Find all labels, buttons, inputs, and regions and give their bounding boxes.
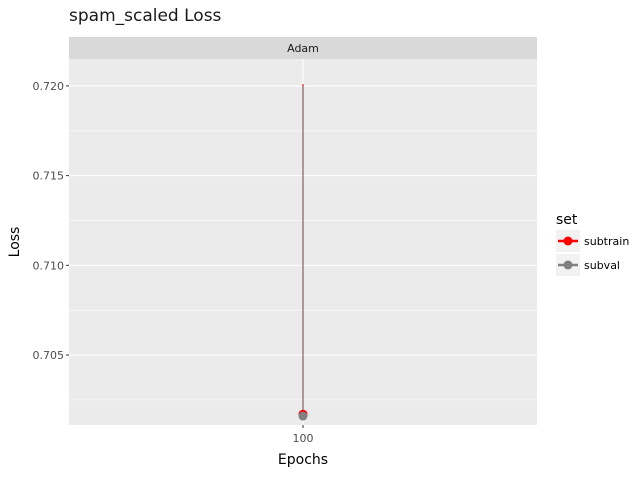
legend-title: set xyxy=(556,212,578,228)
chart-title: spam_scaled Loss xyxy=(69,6,222,26)
y-axis: 0.705 0.710 0.715 0.720 xyxy=(33,80,69,362)
x-tick-label: 100 xyxy=(293,432,314,445)
y-tick-label: 0.705 xyxy=(33,349,65,362)
legend: set subtrain subval xyxy=(556,212,629,276)
y-tick-label: 0.715 xyxy=(33,170,65,183)
subval-point xyxy=(298,411,308,421)
y-tick-label: 0.720 xyxy=(33,80,65,93)
y-tick-label: 0.710 xyxy=(33,259,65,272)
legend-point-subval xyxy=(563,260,573,270)
series-layer xyxy=(298,84,308,421)
facet-strip xyxy=(69,37,537,59)
legend-label-subtrain: subtrain xyxy=(584,235,629,248)
x-axis: 100 xyxy=(293,425,314,445)
legend-label-subval: subval xyxy=(584,259,620,272)
facet-strip-label: Adam xyxy=(287,42,319,55)
x-axis-title: Epochs xyxy=(278,452,328,468)
y-axis-title: Loss xyxy=(7,227,23,258)
legend-point-subtrain xyxy=(563,236,573,246)
